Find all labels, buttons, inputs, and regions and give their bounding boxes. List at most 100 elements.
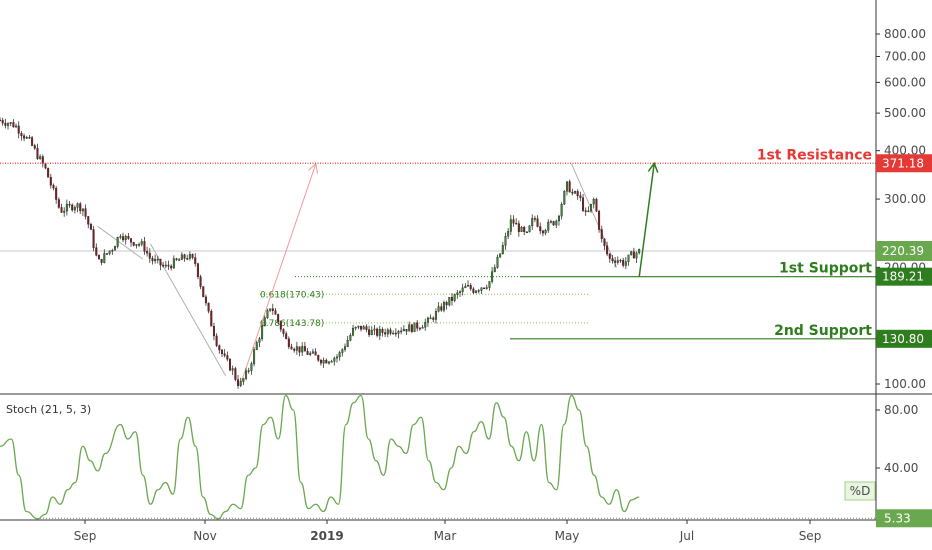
levels: 1st Resistance 1st Support 2nd Support [0,147,876,340]
candle-body [464,285,467,289]
candle-body [549,221,552,223]
candle-body [105,253,108,255]
candle-body [397,330,400,334]
candle-body [23,135,26,139]
candle-body [528,225,531,233]
candle-body [271,308,274,311]
candle-body [28,137,31,139]
candle-body [432,317,435,320]
candle-body [632,251,635,259]
candle-body [132,242,135,246]
candle-body [619,259,622,262]
candle-body [349,335,352,341]
stoch-title: Stoch (21, 5, 3) [6,403,91,416]
candle-body [472,288,475,293]
candle-body [49,177,52,186]
projection-line [571,163,618,268]
candle-body [493,267,496,272]
candle-body [239,381,242,386]
candle-body [600,229,603,240]
candle-body [504,236,507,246]
candle-body [303,346,306,352]
candle-body [448,297,451,306]
candles [0,117,641,389]
candle-body [413,322,416,332]
candle-body [151,258,154,262]
candle-body [429,317,432,320]
candle-body [456,292,459,295]
candle-body [515,223,518,225]
candle-body [60,207,63,213]
candle-body [381,328,384,333]
candle-body [47,167,50,178]
level-label: 1st Support [779,261,872,277]
candle-body [154,259,157,262]
candle-body [622,259,625,266]
candle-body [39,156,42,159]
candle-body [167,264,170,267]
candle-body [539,226,542,232]
candle-body [311,351,314,354]
candle-body [491,271,494,282]
candle-body [501,245,504,254]
stoch-badge [876,509,932,528]
candle-body [536,218,539,227]
candle-body [445,302,448,306]
candle-body [87,216,90,225]
price-tick-label: 700.00 [884,49,926,63]
candle-body [81,208,84,212]
candle-body [531,218,534,227]
trend-arrow-line [638,163,655,277]
candle-body [122,236,125,241]
candle-body [36,148,39,159]
fib-label: 0.786(143.78) [260,319,324,329]
candle-body [523,227,526,233]
candle-body [606,245,609,255]
candle-body [330,361,333,363]
candle-body [119,236,122,238]
candle-body [322,359,325,364]
candle-body [533,218,536,220]
price-tick-label: 500.00 [884,106,926,120]
candle-body [63,210,66,213]
candle-body [9,122,12,124]
candle-body [100,258,103,263]
candle-body [226,355,229,360]
candle-body [616,260,619,263]
candle-body [188,254,191,259]
candle-body [253,349,256,364]
candle-body [258,338,261,343]
level-label: 2nd Support [774,323,872,339]
level-badge-label: 371.18 [882,156,924,170]
candle-body [574,191,577,194]
candle-body [598,211,601,230]
candle-body [467,285,470,287]
candle-body [97,255,100,260]
candle-body [525,231,528,234]
level-badge-label: 130.80 [882,332,924,346]
candle-body [635,252,638,259]
time-tick-label: Jul [679,529,694,543]
candle-body [76,203,79,208]
candle-body [0,119,1,122]
candle-body [92,229,95,248]
candle-body [362,326,365,330]
candle-body [156,258,159,261]
candle-body [611,258,614,262]
price-tick-label: 400.00 [884,144,926,158]
candle-body [293,348,296,351]
candle-body [400,330,403,333]
candle-body [357,325,360,328]
candle-body [218,345,221,351]
time-tick-label: Sep [74,529,97,543]
candle-body [317,355,320,361]
price-badges: 371.18 189.21 130.80 220.39 5.33 [876,154,932,528]
candle-body [44,163,47,169]
stoch-tick-label: 40.00 [884,461,918,475]
candle-body [499,253,502,258]
candle-body [440,306,443,311]
level-badge [876,267,932,286]
candle-body [517,223,520,232]
candle-body [360,325,363,330]
